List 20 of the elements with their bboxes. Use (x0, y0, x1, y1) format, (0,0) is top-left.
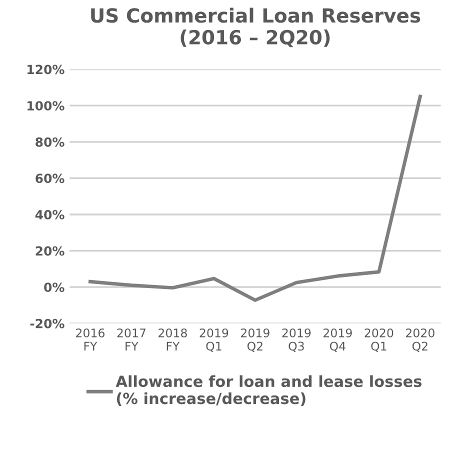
y-tick-label: -20% (30, 318, 64, 328)
x-tick-label: 2017 FY (117, 328, 146, 350)
x-tick-label: 2018 FY (158, 328, 187, 350)
x-tick-label: 2019 Q3 (282, 328, 311, 352)
y-tick-label: 0% (44, 282, 64, 292)
y-tick-label: 80% (36, 137, 64, 147)
legend-label: Allowance for loan and lease losses (% increase/decrease) (116, 375, 422, 406)
x-tick-label: 2020 Q2 (406, 328, 434, 352)
x-tick-label: 2019 Q2 (241, 328, 270, 352)
x-tick-label: 2019 Q1 (200, 328, 228, 352)
x-tick-label: 2019 Q4 (324, 328, 352, 352)
line-series (88, 94, 422, 302)
y-tick-label: 120% (28, 64, 64, 74)
y-tick-label: 100% (28, 101, 64, 111)
x-tick-label: 2020 Q1 (364, 328, 394, 352)
chart-title: US Commercial Loan Reserves (2016 – 2Q20) (91, 8, 420, 48)
y-tick-label: 60% (36, 174, 64, 184)
y-tick-label: 20% (36, 246, 64, 256)
x-tick-label: 2016 FY (76, 328, 104, 350)
y-tick-label: 40% (35, 210, 64, 220)
